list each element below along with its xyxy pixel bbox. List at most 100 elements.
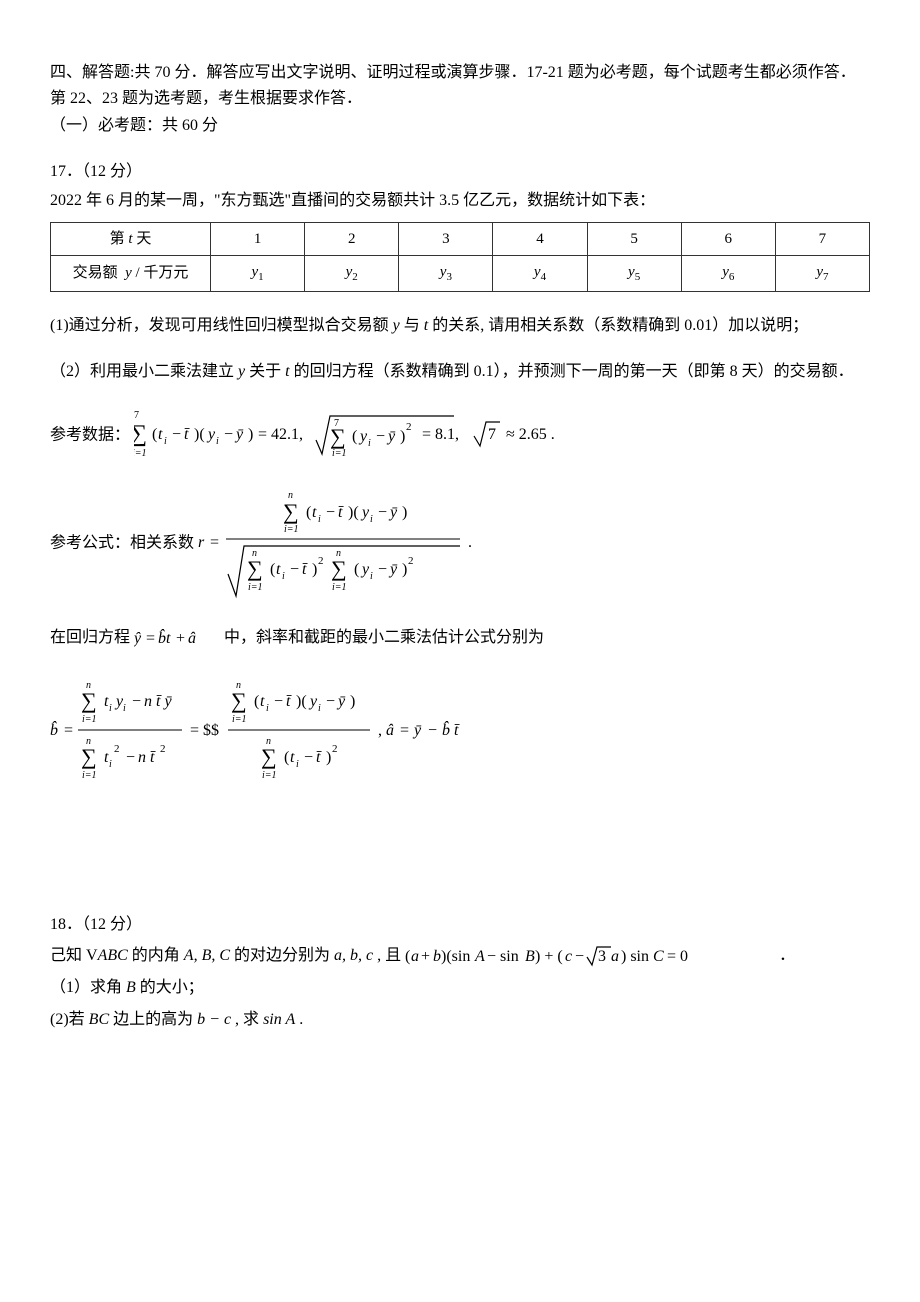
svg-text:= $$: = $$ <box>190 722 219 739</box>
regression-intro: 在回归方程 ŷ = b̂t + â 中，斜率和截距的最小二乘法估计公式分别为 <box>50 622 870 654</box>
svg-text:i=1: i=1 <box>134 448 147 459</box>
svg-text:2: 2 <box>406 421 412 433</box>
q18-equation-svg: ( a + b )(sin A − sin B ) + ( c − 3 a ) … <box>405 943 775 969</box>
svg-text:y: y <box>206 426 216 443</box>
svg-text:2: 2 <box>318 555 324 567</box>
svg-text:b: b <box>433 948 441 965</box>
cell: y7 <box>775 255 869 291</box>
svg-text:−: − <box>376 428 385 445</box>
svg-text:=: = <box>400 722 409 739</box>
reference-formula-r: 参考公式：相关系数 r = n ∑ i=1 ( t i − t̄ )( y i … <box>50 484 870 604</box>
svg-text:b̂: b̂ <box>50 719 58 738</box>
cell: 5 <box>587 222 681 255</box>
svg-text:.: . <box>468 534 472 551</box>
q18-title: 18．（12 分） <box>50 912 870 938</box>
svg-text:b̂ t̄: b̂ t̄ <box>442 719 460 738</box>
svg-text:) sin: ) sin <box>621 948 649 965</box>
svg-text:(: ( <box>152 426 157 443</box>
svg-text:ȳ: ȳ <box>386 428 396 445</box>
q18-part1: （1）求角 B 的大小； <box>50 975 870 1001</box>
q17-part1: (1)通过分析，发现可用线性回归模型拟合交易额 y 与 t 的关系, 请用相关系… <box>50 310 870 342</box>
svg-text:a: a <box>611 948 619 965</box>
cell: y5 <box>587 255 681 291</box>
svg-text:−: − <box>428 722 437 739</box>
q18-intro: 己知 VABC 的内角 A, B, C 的对边分别为 a, b, c , 且 (… <box>50 943 870 969</box>
svg-text:∑: ∑ <box>261 744 277 769</box>
cell: 3 <box>399 222 493 255</box>
svg-text:−: − <box>290 561 299 578</box>
q17-title: 17．（12 分） <box>50 159 870 185</box>
svg-text:i=1: i=1 <box>332 582 347 593</box>
svg-text:i=1: i=1 <box>248 582 263 593</box>
svg-text:2: 2 <box>114 743 120 755</box>
svg-text:i: i <box>370 514 373 525</box>
svg-text:)(: )( <box>296 693 307 710</box>
svg-text:=: = <box>64 722 73 739</box>
svg-text:i=1: i=1 <box>262 770 277 781</box>
svg-text:(: ( <box>254 693 259 710</box>
svg-text:i=1: i=1 <box>82 770 97 781</box>
svg-text:∑: ∑ <box>247 556 263 581</box>
svg-text:(: ( <box>270 561 275 578</box>
cell: 6 <box>681 222 775 255</box>
svg-text:t̄: t̄ <box>302 561 308 578</box>
svg-text:i: i <box>282 571 285 582</box>
cell: 2 <box>305 222 399 255</box>
svg-text:A: A <box>474 948 485 965</box>
question-18: 18．（12 分） 己知 VABC 的内角 A, B, C 的对边分别为 a, … <box>50 912 870 1033</box>
svg-text:): ) <box>350 693 355 710</box>
svg-text:−: − <box>224 426 233 443</box>
svg-text:∑: ∑ <box>81 688 97 713</box>
svg-text:ȳ: ȳ <box>336 693 346 710</box>
svg-text:i: i <box>318 703 321 714</box>
svg-text:(: ( <box>354 561 359 578</box>
q17-table: 第 t 天 1 2 3 4 5 6 7 交易额 y / 千万元 y1 y2 y3… <box>50 222 870 292</box>
svg-text:= 8.1,: = 8.1, <box>422 426 459 443</box>
svg-text:ŷ: ŷ <box>134 630 142 647</box>
svg-text:= 0: = 0 <box>667 948 688 965</box>
svg-text:â: â <box>188 630 196 647</box>
formula-r-svg: r = n ∑ i=1 ( t i − t̄ )( y i − ȳ ) <box>198 484 488 604</box>
svg-text:) + (: ) + ( <box>535 948 563 965</box>
svg-text:7: 7 <box>134 410 139 421</box>
regression-eq-svg: ŷ = b̂t + â <box>134 626 220 650</box>
cell: 1 <box>211 222 305 255</box>
cell: y1 <box>211 255 305 291</box>
svg-text:c: c <box>565 948 572 965</box>
svg-text:y: y <box>308 693 318 710</box>
q17-part2: （2）利用最小二乘法建立 y 关于 t 的回归方程（系数精确到 0.1），并预测… <box>50 356 870 388</box>
svg-text:C: C <box>653 948 664 965</box>
svg-text:t̄: t̄ <box>286 693 292 710</box>
svg-text:)(: )( <box>194 426 205 443</box>
cell: y6 <box>681 255 775 291</box>
svg-text:i=1: i=1 <box>232 714 247 725</box>
section-header: 四、解答题:共 70 分．解答应写出文字说明、证明过程或演算步骤．17-21 题… <box>50 60 870 139</box>
svg-text:=: = <box>146 630 155 647</box>
svg-text:y: y <box>358 428 368 445</box>
svg-text:i: i <box>109 703 112 714</box>
svg-text:(: ( <box>405 948 410 965</box>
svg-text:t: t <box>276 561 281 578</box>
question-17: 17．（12 分） 2022 年 6 月的某一周，"东方甄选"直播间的交易额共计… <box>50 159 870 792</box>
svg-text:2: 2 <box>332 743 338 755</box>
svg-text:=: = <box>210 534 219 551</box>
svg-text:,: , <box>378 722 382 739</box>
svg-text:B: B <box>525 948 535 965</box>
svg-text:â: â <box>386 722 394 739</box>
svg-text:−: − <box>378 504 387 521</box>
row2-label: 交易额 y / 千万元 <box>51 255 211 291</box>
svg-text:): ) <box>248 426 253 443</box>
svg-text:): ) <box>400 428 405 445</box>
svg-text:ȳ: ȳ <box>234 426 244 443</box>
svg-text:i=1: i=1 <box>332 448 347 459</box>
q18-part2: (2)若 BC 边上的高为 b − c , 求 sin A . <box>50 1007 870 1033</box>
svg-text:t: t <box>260 693 265 710</box>
svg-text:i: i <box>368 438 371 449</box>
svg-text:y: y <box>360 561 370 578</box>
svg-text:)(sin: )(sin <box>441 948 470 965</box>
svg-text:t: t <box>290 749 295 766</box>
svg-text:b̂t: b̂t <box>158 628 171 647</box>
svg-text:∑: ∑ <box>231 688 247 713</box>
svg-text:r: r <box>198 534 205 551</box>
cell: y4 <box>493 255 587 291</box>
